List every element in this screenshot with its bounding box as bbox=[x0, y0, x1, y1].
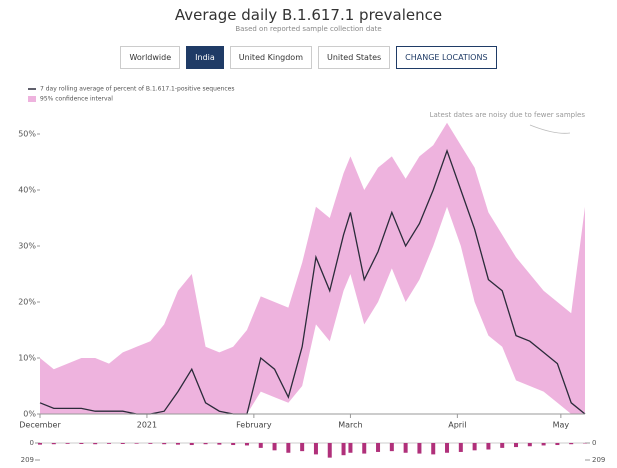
sample-bar bbox=[51, 443, 56, 445]
location-button[interactable]: Worldwide bbox=[120, 46, 181, 69]
sample-bar bbox=[38, 443, 42, 445]
sample-bar bbox=[362, 443, 367, 454]
x-tick-label: April bbox=[448, 421, 466, 430]
sample-bar bbox=[555, 443, 560, 446]
average-line bbox=[39, 148, 586, 415]
location-button[interactable]: United Kingdom bbox=[229, 46, 312, 69]
y-tick-label: 10% bbox=[18, 354, 36, 363]
sample-bar bbox=[403, 443, 408, 453]
sample-bar bbox=[106, 443, 111, 444]
x-tick-label: December bbox=[19, 421, 61, 430]
sample-bar bbox=[527, 443, 532, 447]
legend-label: 95% confidence interval bbox=[40, 96, 113, 103]
annotation-arrow bbox=[529, 124, 571, 134]
sample-bar bbox=[93, 443, 98, 445]
location-button[interactable]: CHANGE LOCATIONS bbox=[396, 46, 497, 69]
title: Average daily B.1.617.1 prevalence bbox=[174, 6, 443, 24]
x-tick-label: 2021 bbox=[137, 421, 157, 430]
location-buttons: Worldwide India United Kingdom United State… bbox=[0, 46, 617, 69]
sample-bar bbox=[514, 443, 519, 448]
sample-bar bbox=[500, 443, 505, 448]
legend-label: 7 day rolling average of percent of B.1.… bbox=[40, 86, 235, 93]
sample-tick-label: 0 bbox=[592, 439, 596, 447]
y-tick-label: 0% bbox=[23, 410, 36, 419]
sample-bar bbox=[445, 443, 450, 453]
sample-bar bbox=[272, 443, 277, 451]
sample-bar bbox=[417, 443, 422, 454]
sample-bar bbox=[148, 443, 153, 444]
sample-bar bbox=[327, 443, 332, 458]
sample-bar bbox=[376, 443, 381, 452]
sample-bar bbox=[389, 443, 394, 452]
annotation: Latest dates are noisy due to fewer samp… bbox=[430, 111, 586, 119]
sample-bar bbox=[300, 443, 305, 452]
sample-bar bbox=[175, 443, 180, 445]
sample-bar bbox=[286, 443, 291, 453]
x-tick-label: March bbox=[338, 421, 362, 430]
y-tick-label: 40% bbox=[18, 186, 36, 195]
sample-bar bbox=[541, 443, 546, 446]
subtitle: Based on reported sample collection date bbox=[235, 25, 382, 33]
y-tick-label: 30% bbox=[18, 242, 36, 251]
confidence-band bbox=[40, 122, 585, 415]
sample-bar bbox=[231, 443, 236, 446]
sample-tick-label: 0 bbox=[30, 439, 34, 447]
sample-bar bbox=[458, 443, 463, 452]
y-tick-label: 50% bbox=[18, 130, 36, 139]
sample-bar bbox=[258, 443, 263, 448]
sample-bar bbox=[244, 443, 249, 446]
location-button[interactable]: United States bbox=[318, 46, 391, 69]
sample-bar bbox=[189, 443, 194, 446]
sample-bar bbox=[486, 443, 491, 450]
sample-bar bbox=[162, 443, 167, 445]
x-tick-label: May bbox=[553, 421, 570, 430]
legend-swatch bbox=[28, 96, 36, 102]
sample-bar bbox=[472, 443, 477, 451]
sample-bar bbox=[120, 443, 125, 444]
x-tick-label: February bbox=[236, 421, 272, 430]
sample-bar bbox=[217, 443, 222, 445]
sample-bar bbox=[313, 443, 318, 455]
sample-tick-label: 209 bbox=[592, 456, 605, 464]
sample-bar bbox=[348, 443, 353, 453]
sample-bar bbox=[203, 443, 208, 445]
sample-tick-label: 209 bbox=[21, 456, 34, 464]
sample-bar bbox=[431, 443, 436, 455]
sample-bar bbox=[79, 443, 84, 444]
location-button[interactable]: India bbox=[186, 46, 224, 69]
sample-bar bbox=[65, 443, 70, 444]
sample-bar bbox=[341, 443, 346, 456]
y-tick-label: 20% bbox=[18, 298, 36, 307]
sample-bar bbox=[569, 443, 574, 445]
sample-bar bbox=[134, 443, 139, 444]
